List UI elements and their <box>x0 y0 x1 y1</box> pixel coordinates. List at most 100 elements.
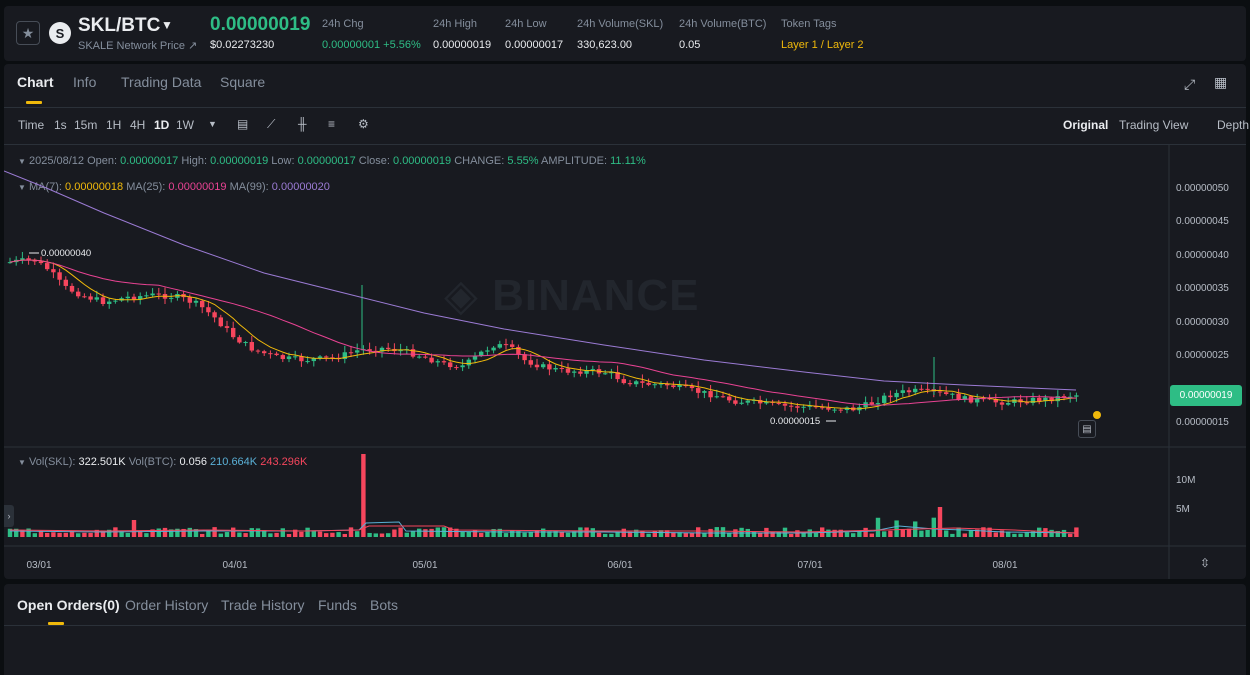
volume-bar <box>832 529 837 537</box>
stat-value-24h-high: 0.00000019 <box>433 39 492 51</box>
price-axis-label: 0.00000025 <box>1176 350 1229 361</box>
candle-body <box>584 370 589 374</box>
candle-body <box>906 390 912 393</box>
candle-body <box>708 391 713 398</box>
volume-bar <box>379 533 385 537</box>
candle-body <box>20 258 25 260</box>
fullscreen-icon[interactable]: ⤢ <box>1184 76 1196 92</box>
token-tags-link[interactable]: Layer 1 / Layer 2 <box>781 39 864 51</box>
pair-title[interactable]: SKL/BTC <box>78 15 161 36</box>
volume-bar <box>200 533 205 537</box>
volume-bar <box>435 527 440 537</box>
stat-label-token-tags: Token Tags <box>781 18 837 30</box>
interval-dropdown-icon[interactable]: ▼ <box>208 119 217 129</box>
candle-body <box>782 403 788 406</box>
candle-type-icon[interactable]: ╫ <box>298 117 307 131</box>
volume-bar <box>677 532 682 537</box>
time-axis-label: 04/01 <box>222 560 247 571</box>
collapse-ma-icon[interactable]: ▼ <box>18 183 26 192</box>
indicator-icon[interactable]: ⟋ <box>267 117 276 131</box>
interval-4h[interactable]: 4H <box>130 118 146 132</box>
candle-body <box>615 372 620 380</box>
interval-15m[interactable]: 15m <box>74 118 98 132</box>
favorite-star-icon[interactable]: ★ <box>16 21 40 45</box>
chart-settings-icon[interactable]: ≡ <box>328 117 336 131</box>
volume-bar <box>925 529 930 537</box>
candle-body <box>919 388 924 390</box>
volume-bar <box>255 528 261 537</box>
candle-body <box>727 396 732 401</box>
candle-body <box>497 344 502 348</box>
gear-icon[interactable]: ⚙ <box>358 117 369 131</box>
candle-body <box>311 358 316 362</box>
expand-left-icon[interactable]: › <box>4 505 14 527</box>
stat-label-24h-low: 24h Low <box>505 18 547 30</box>
tab-open-orders[interactable]: Open Orders(0) <box>17 597 120 613</box>
tab-bots[interactable]: Bots <box>370 597 399 613</box>
interval-1h[interactable]: 1H <box>106 118 122 132</box>
tab-info[interactable]: Info <box>73 74 97 90</box>
collapse-legend-icon[interactable]: ▼ <box>18 157 26 166</box>
volume-bar <box>1018 533 1023 537</box>
volume-bar <box>844 532 850 537</box>
volume-bar <box>1068 533 1073 537</box>
order-book-icon[interactable]: ▤ <box>1078 420 1096 438</box>
volume-bar <box>131 520 137 537</box>
volume-bar <box>218 533 223 537</box>
volume-bar <box>348 527 354 537</box>
layout-grid-icon[interactable]: ▦ <box>1214 74 1228 90</box>
skl-coin-icon: S <box>49 22 71 44</box>
volume-bar <box>1024 532 1029 537</box>
price-axis-label: 0.00000015 <box>1176 417 1229 428</box>
candle-body <box>286 356 292 360</box>
tab-square[interactable]: Square <box>220 74 266 90</box>
volume-bar <box>801 532 806 537</box>
tab-order-history[interactable]: Order History <box>125 597 209 613</box>
view-original[interactable]: Original <box>1063 118 1109 132</box>
interval-1s[interactable]: 1s <box>54 118 67 132</box>
volume-bar <box>764 527 769 537</box>
volume-bar <box>888 530 893 537</box>
volume-bar <box>528 531 533 537</box>
volume-bar <box>975 529 980 537</box>
volume-bar <box>262 530 267 537</box>
volume-bar <box>485 531 490 537</box>
tab-funds[interactable]: Funds <box>318 597 357 613</box>
collapse-volume-icon[interactable]: ▼ <box>18 458 26 467</box>
ma25-line <box>9 259 1077 406</box>
volume-bar <box>125 532 130 537</box>
candle-body <box>522 354 527 361</box>
tab-trading-data[interactable]: Trading Data <box>121 74 202 90</box>
volume-bar <box>981 527 986 537</box>
candle-body <box>76 291 81 297</box>
ma7-value: 0.00000018 <box>65 181 124 193</box>
view-depth[interactable]: Depth <box>1217 118 1250 132</box>
candlestick-chart[interactable]: 0.00000050 0.00000045 0.00000040 0.00000035… <box>4 145 1246 579</box>
interval-1w[interactable]: 1W <box>176 118 194 132</box>
pair-subtitle-link[interactable]: SKALE Network Price ↗ <box>78 40 198 52</box>
calendar-icon[interactable]: ▤ <box>237 117 249 131</box>
candle-body <box>51 269 56 273</box>
pair-dropdown-icon[interactable]: ▼ <box>161 18 173 32</box>
view-trading-view[interactable]: Trading View <box>1119 118 1189 132</box>
volume-bar <box>559 532 564 537</box>
volume-bar <box>355 531 360 537</box>
ma7-line <box>9 259 1077 410</box>
candle-body <box>801 406 806 408</box>
volume-bar <box>187 527 192 537</box>
stat-label-volume-skl: 24h Volume(SKL) <box>577 18 664 30</box>
tab-chart[interactable]: Chart <box>17 74 54 90</box>
tab-trade-history[interactable]: Trade History <box>221 597 305 613</box>
volume-bar <box>826 529 831 537</box>
volume-bar <box>249 528 254 537</box>
volume-bar <box>621 528 626 537</box>
candle-body <box>224 326 230 328</box>
candle-body <box>144 295 149 297</box>
interval-1d[interactable]: 1D <box>154 118 170 132</box>
volume-bar <box>789 533 794 537</box>
interval-time[interactable]: Time <box>18 118 45 132</box>
volume-bar <box>224 532 230 537</box>
fit-axis-icon[interactable]: ⇳ <box>1200 556 1211 570</box>
candle-body <box>262 351 267 354</box>
candle-body <box>200 300 205 308</box>
